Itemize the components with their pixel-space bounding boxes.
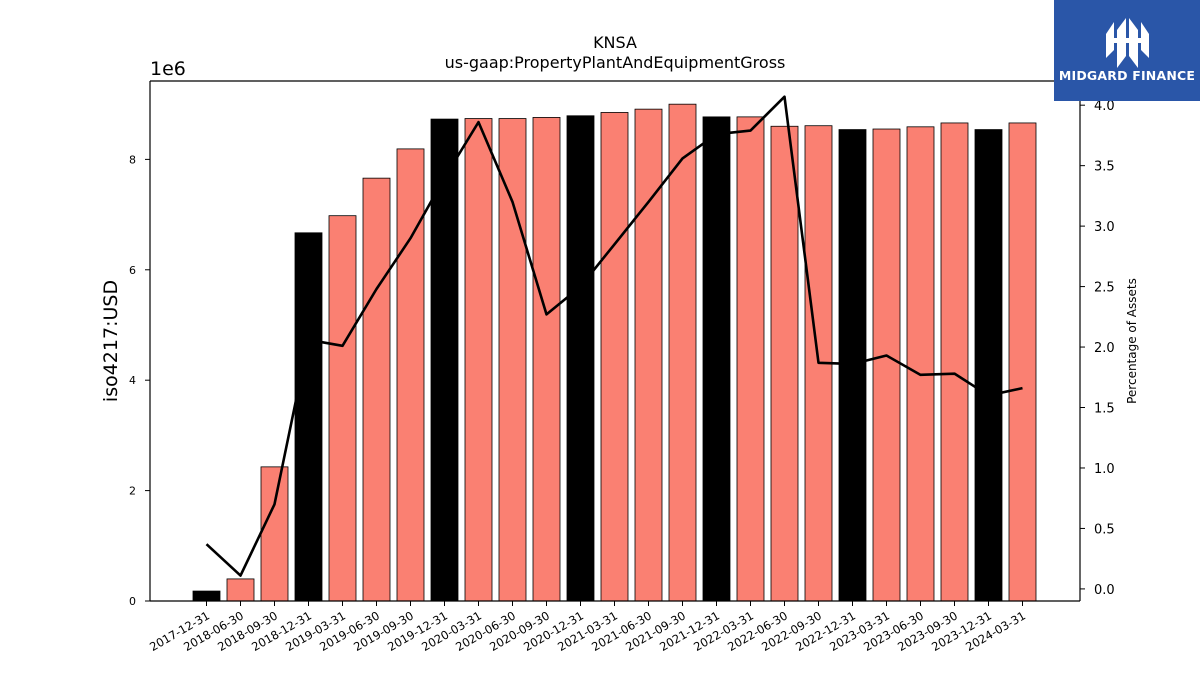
- bar: [430, 118, 459, 602]
- logo-mark-icon: [1106, 18, 1149, 68]
- y-right-tick-label: 3.5: [1094, 160, 1115, 175]
- y-tick-label: 2: [129, 485, 136, 498]
- bar: [1008, 122, 1037, 602]
- bar: [702, 116, 731, 602]
- bar: [600, 112, 629, 602]
- bar: [192, 590, 221, 602]
- y-right-tick-label: 3.0: [1094, 220, 1115, 235]
- y-tick-label: 4: [129, 374, 136, 387]
- chart-subtitle: us-gaap:PropertyPlantAndEquipmentGross: [445, 53, 786, 72]
- y-tick-label: 6: [129, 264, 136, 277]
- bar: [532, 117, 561, 602]
- y-tick-label: 0: [129, 595, 136, 608]
- bar: [464, 118, 493, 602]
- y-right-tick-label: 1.0: [1094, 462, 1115, 477]
- bar: [328, 215, 357, 602]
- y-tick-label: 8: [129, 153, 136, 166]
- bar: [566, 115, 595, 602]
- bar: [838, 129, 867, 602]
- y-right-tick-label: 1.5: [1094, 402, 1115, 417]
- bar: [668, 103, 697, 602]
- series-line: [205, 95, 1023, 577]
- bar: [872, 128, 901, 602]
- y-axis-label: iso4217:USD: [100, 280, 122, 402]
- y-offset-label: 1e6: [150, 58, 186, 80]
- bar: [770, 125, 799, 602]
- bar: [736, 116, 765, 602]
- bar: [974, 129, 1003, 602]
- logo: MIDGARD FINANCE: [1054, 0, 1200, 101]
- y-right-axis-label: Percentage of Assets: [1125, 278, 1139, 404]
- y-right-tick-label: 2.5: [1094, 281, 1115, 296]
- bar: [396, 148, 425, 602]
- y-right-tick-label: 2.0: [1094, 341, 1115, 356]
- y-right-tick-label: 0.0: [1094, 583, 1115, 598]
- bar: [226, 578, 255, 602]
- y-right-tick-label: 4.0: [1094, 99, 1115, 114]
- bar: [260, 466, 289, 602]
- bar: [940, 122, 969, 602]
- bar: [294, 232, 323, 602]
- logo-text: MIDGARD FINANCE: [1058, 68, 1196, 83]
- bar: [498, 118, 527, 602]
- bar: [906, 126, 935, 602]
- bar: [634, 108, 663, 602]
- chart-title: KNSA: [593, 33, 637, 52]
- bar: [362, 177, 391, 602]
- y-right-tick-label: 0.5: [1094, 522, 1115, 537]
